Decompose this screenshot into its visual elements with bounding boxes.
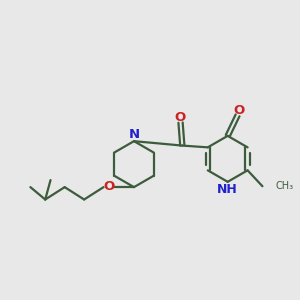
- Text: NH: NH: [217, 183, 238, 196]
- Text: N: N: [129, 128, 140, 141]
- Text: O: O: [233, 104, 244, 117]
- Text: CH₃: CH₃: [275, 181, 294, 191]
- Text: O: O: [175, 111, 186, 124]
- Text: O: O: [103, 180, 114, 193]
